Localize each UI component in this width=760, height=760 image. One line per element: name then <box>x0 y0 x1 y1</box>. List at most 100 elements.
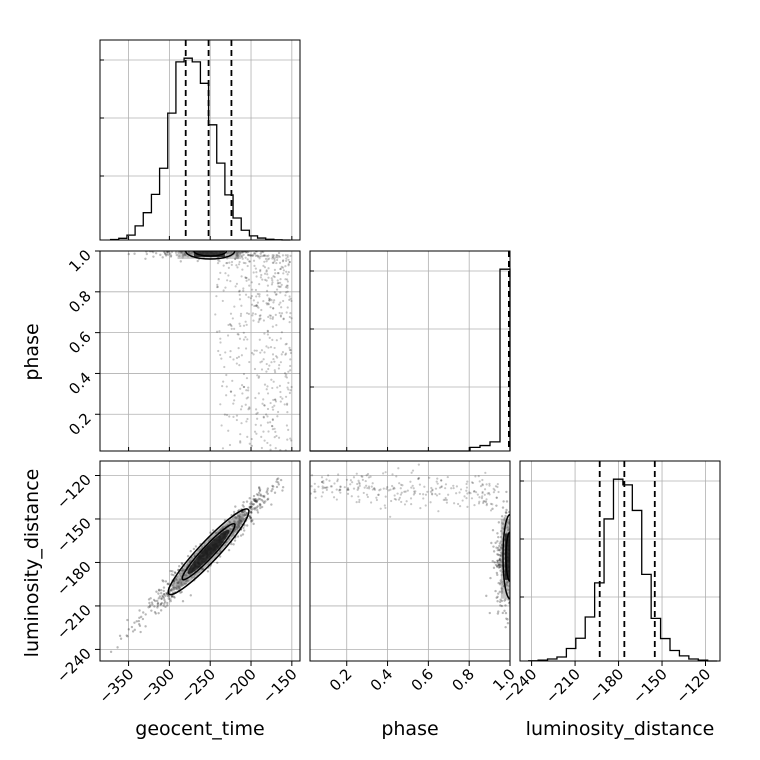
ytick-label-luminosity_distance-4: −120 <box>53 471 95 513</box>
point <box>498 558 501 562</box>
point <box>277 272 280 275</box>
point <box>242 385 245 389</box>
point <box>271 406 274 409</box>
point <box>275 485 279 489</box>
point <box>250 444 254 447</box>
point <box>241 504 244 507</box>
point <box>325 478 328 481</box>
point <box>289 389 292 392</box>
point <box>434 487 438 490</box>
point <box>506 621 510 625</box>
point <box>256 374 259 377</box>
point <box>159 603 162 606</box>
panel-geocent-time-vs-phase <box>99 250 301 452</box>
ytick-label-phase-4: 1.0 <box>65 246 95 276</box>
point <box>247 386 250 389</box>
point <box>505 490 508 494</box>
point <box>266 294 269 297</box>
point <box>268 257 271 260</box>
point <box>279 278 282 281</box>
point <box>266 284 270 287</box>
point <box>392 486 395 489</box>
point <box>242 287 245 290</box>
point <box>389 488 392 491</box>
point <box>229 280 232 283</box>
point <box>285 270 288 273</box>
point <box>219 353 222 357</box>
point <box>238 260 241 264</box>
point <box>271 325 274 328</box>
point <box>332 496 336 499</box>
contour-inner <box>505 531 510 583</box>
point <box>227 266 230 269</box>
ytick-label-phase-0: 0.2 <box>65 409 95 439</box>
point <box>265 388 268 391</box>
point <box>346 488 350 491</box>
point <box>485 498 488 501</box>
point <box>244 320 247 323</box>
point <box>249 516 253 519</box>
point <box>276 356 279 359</box>
point <box>252 319 255 322</box>
point <box>431 493 434 496</box>
point <box>496 595 499 599</box>
point <box>272 256 275 259</box>
point <box>169 589 173 592</box>
point <box>468 491 471 494</box>
point <box>492 550 496 553</box>
point <box>452 484 455 487</box>
point <box>256 499 259 502</box>
point <box>242 253 245 257</box>
point <box>221 385 224 388</box>
point <box>274 371 277 374</box>
point <box>384 495 387 498</box>
point <box>506 618 509 621</box>
point <box>502 500 505 503</box>
point <box>248 284 251 287</box>
point <box>266 497 270 501</box>
point <box>250 520 253 523</box>
point <box>250 502 254 506</box>
point <box>485 504 488 507</box>
xtick-label-luminosity_distance-4: −120 <box>672 665 714 707</box>
point <box>375 498 379 502</box>
point <box>262 358 265 361</box>
point <box>496 532 499 535</box>
hist-panel-luminosity_distance <box>519 460 721 662</box>
point <box>285 291 288 294</box>
point <box>258 338 261 341</box>
point <box>281 489 284 492</box>
point <box>167 595 170 598</box>
density-core <box>187 529 230 574</box>
point <box>257 376 260 379</box>
point <box>219 337 222 340</box>
point <box>223 413 227 416</box>
point <box>133 252 136 255</box>
point <box>231 379 234 382</box>
contour-outer <box>184 251 236 260</box>
point <box>225 413 229 417</box>
point <box>283 372 287 375</box>
point <box>266 330 270 333</box>
point <box>280 331 283 334</box>
point <box>245 512 249 515</box>
point <box>160 597 163 600</box>
point <box>371 482 374 485</box>
point <box>247 312 251 316</box>
point <box>269 306 272 309</box>
point <box>459 488 463 491</box>
point <box>285 257 288 260</box>
point <box>259 270 262 273</box>
point <box>248 260 251 263</box>
point <box>248 442 251 445</box>
point <box>239 433 242 436</box>
point <box>241 392 244 395</box>
point <box>505 500 509 503</box>
point <box>265 362 268 366</box>
point <box>494 563 498 567</box>
point <box>254 267 257 270</box>
point <box>252 259 256 262</box>
point <box>244 511 247 514</box>
point <box>229 312 233 315</box>
point <box>256 509 259 512</box>
